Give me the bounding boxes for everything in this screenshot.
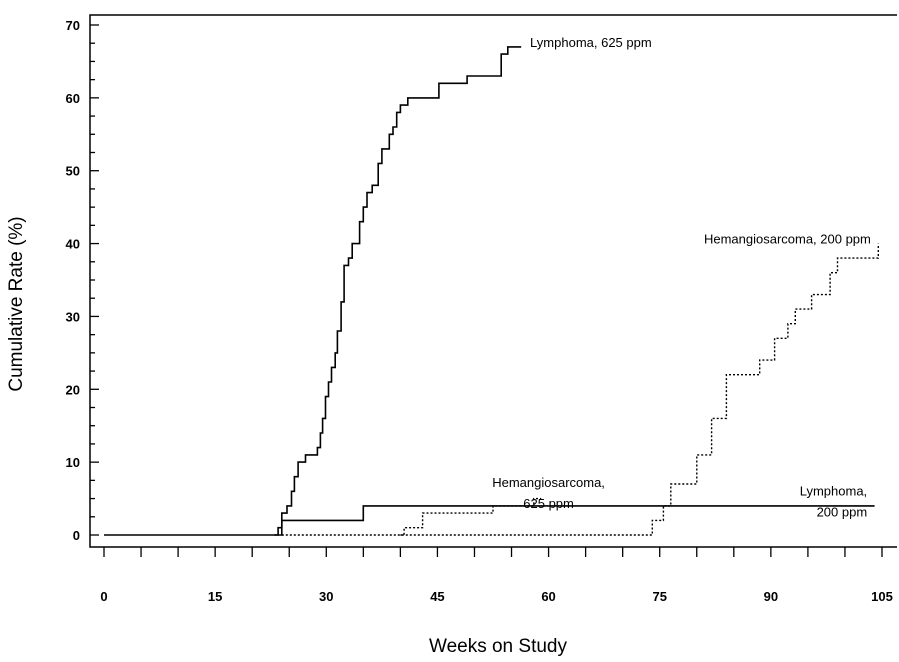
x-tick-label: 45 bbox=[430, 589, 444, 604]
y-tick-label: 70 bbox=[66, 18, 80, 33]
annotation-lymphoma-625: Lymphoma, 625 ppm bbox=[530, 35, 652, 50]
x-axis: 0 15 30 45 60 75 90 105 bbox=[100, 547, 893, 604]
y-tick-label: 40 bbox=[66, 237, 80, 252]
series-line-lymphoma-200 bbox=[274, 505, 875, 536]
y-tick-label: 30 bbox=[66, 309, 80, 324]
series-line-hemangiosarcoma-625 bbox=[281, 505, 665, 536]
x-axis-title: Weeks on Study bbox=[429, 636, 568, 657]
x-tick-label: 90 bbox=[764, 589, 778, 604]
annotation-lymphoma-200: Lymphoma, bbox=[800, 484, 867, 499]
series-line-lymphoma-625 bbox=[104, 46, 522, 536]
annotation-hemangiosarcoma-625: Hemangiosarcoma, bbox=[492, 475, 605, 490]
y-tick-label: 50 bbox=[66, 164, 80, 179]
series-line-hemangiosarcoma-200 bbox=[400, 497, 542, 536]
axis-frame bbox=[89, 14, 897, 548]
y-tick-label: 20 bbox=[66, 382, 80, 397]
annotation-layer: Lymphoma, 625 ppm Hemangiosarcoma, 200 pp… bbox=[492, 35, 871, 520]
y-tick-label: 10 bbox=[66, 455, 80, 470]
x-tick-label: 75 bbox=[652, 589, 666, 604]
x-tick-label: 105 bbox=[871, 589, 893, 604]
plot-frame bbox=[89, 14, 897, 548]
series-line-hemangiosarcoma-200-late bbox=[664, 243, 879, 507]
annotation-lymphoma-200: 200 ppm bbox=[817, 505, 868, 520]
x-tick-label: 30 bbox=[319, 589, 333, 604]
annotation-hemangiosarcoma-625: 625 ppm bbox=[523, 496, 574, 511]
y-axis: 0 10 20 30 40 50 60 70 bbox=[66, 18, 99, 543]
x-tick-label: 15 bbox=[208, 589, 222, 604]
y-tick-label: 60 bbox=[66, 91, 80, 106]
x-tick-label: 60 bbox=[541, 589, 555, 604]
series-layer bbox=[104, 46, 879, 536]
x-tick-label: 0 bbox=[100, 589, 107, 604]
y-axis-title: Cumulative Rate (%) bbox=[6, 216, 27, 391]
annotation-hemangiosarcoma-200: Hemangiosarcoma, 200 ppm bbox=[704, 232, 871, 247]
y-tick-label: 0 bbox=[73, 528, 80, 543]
